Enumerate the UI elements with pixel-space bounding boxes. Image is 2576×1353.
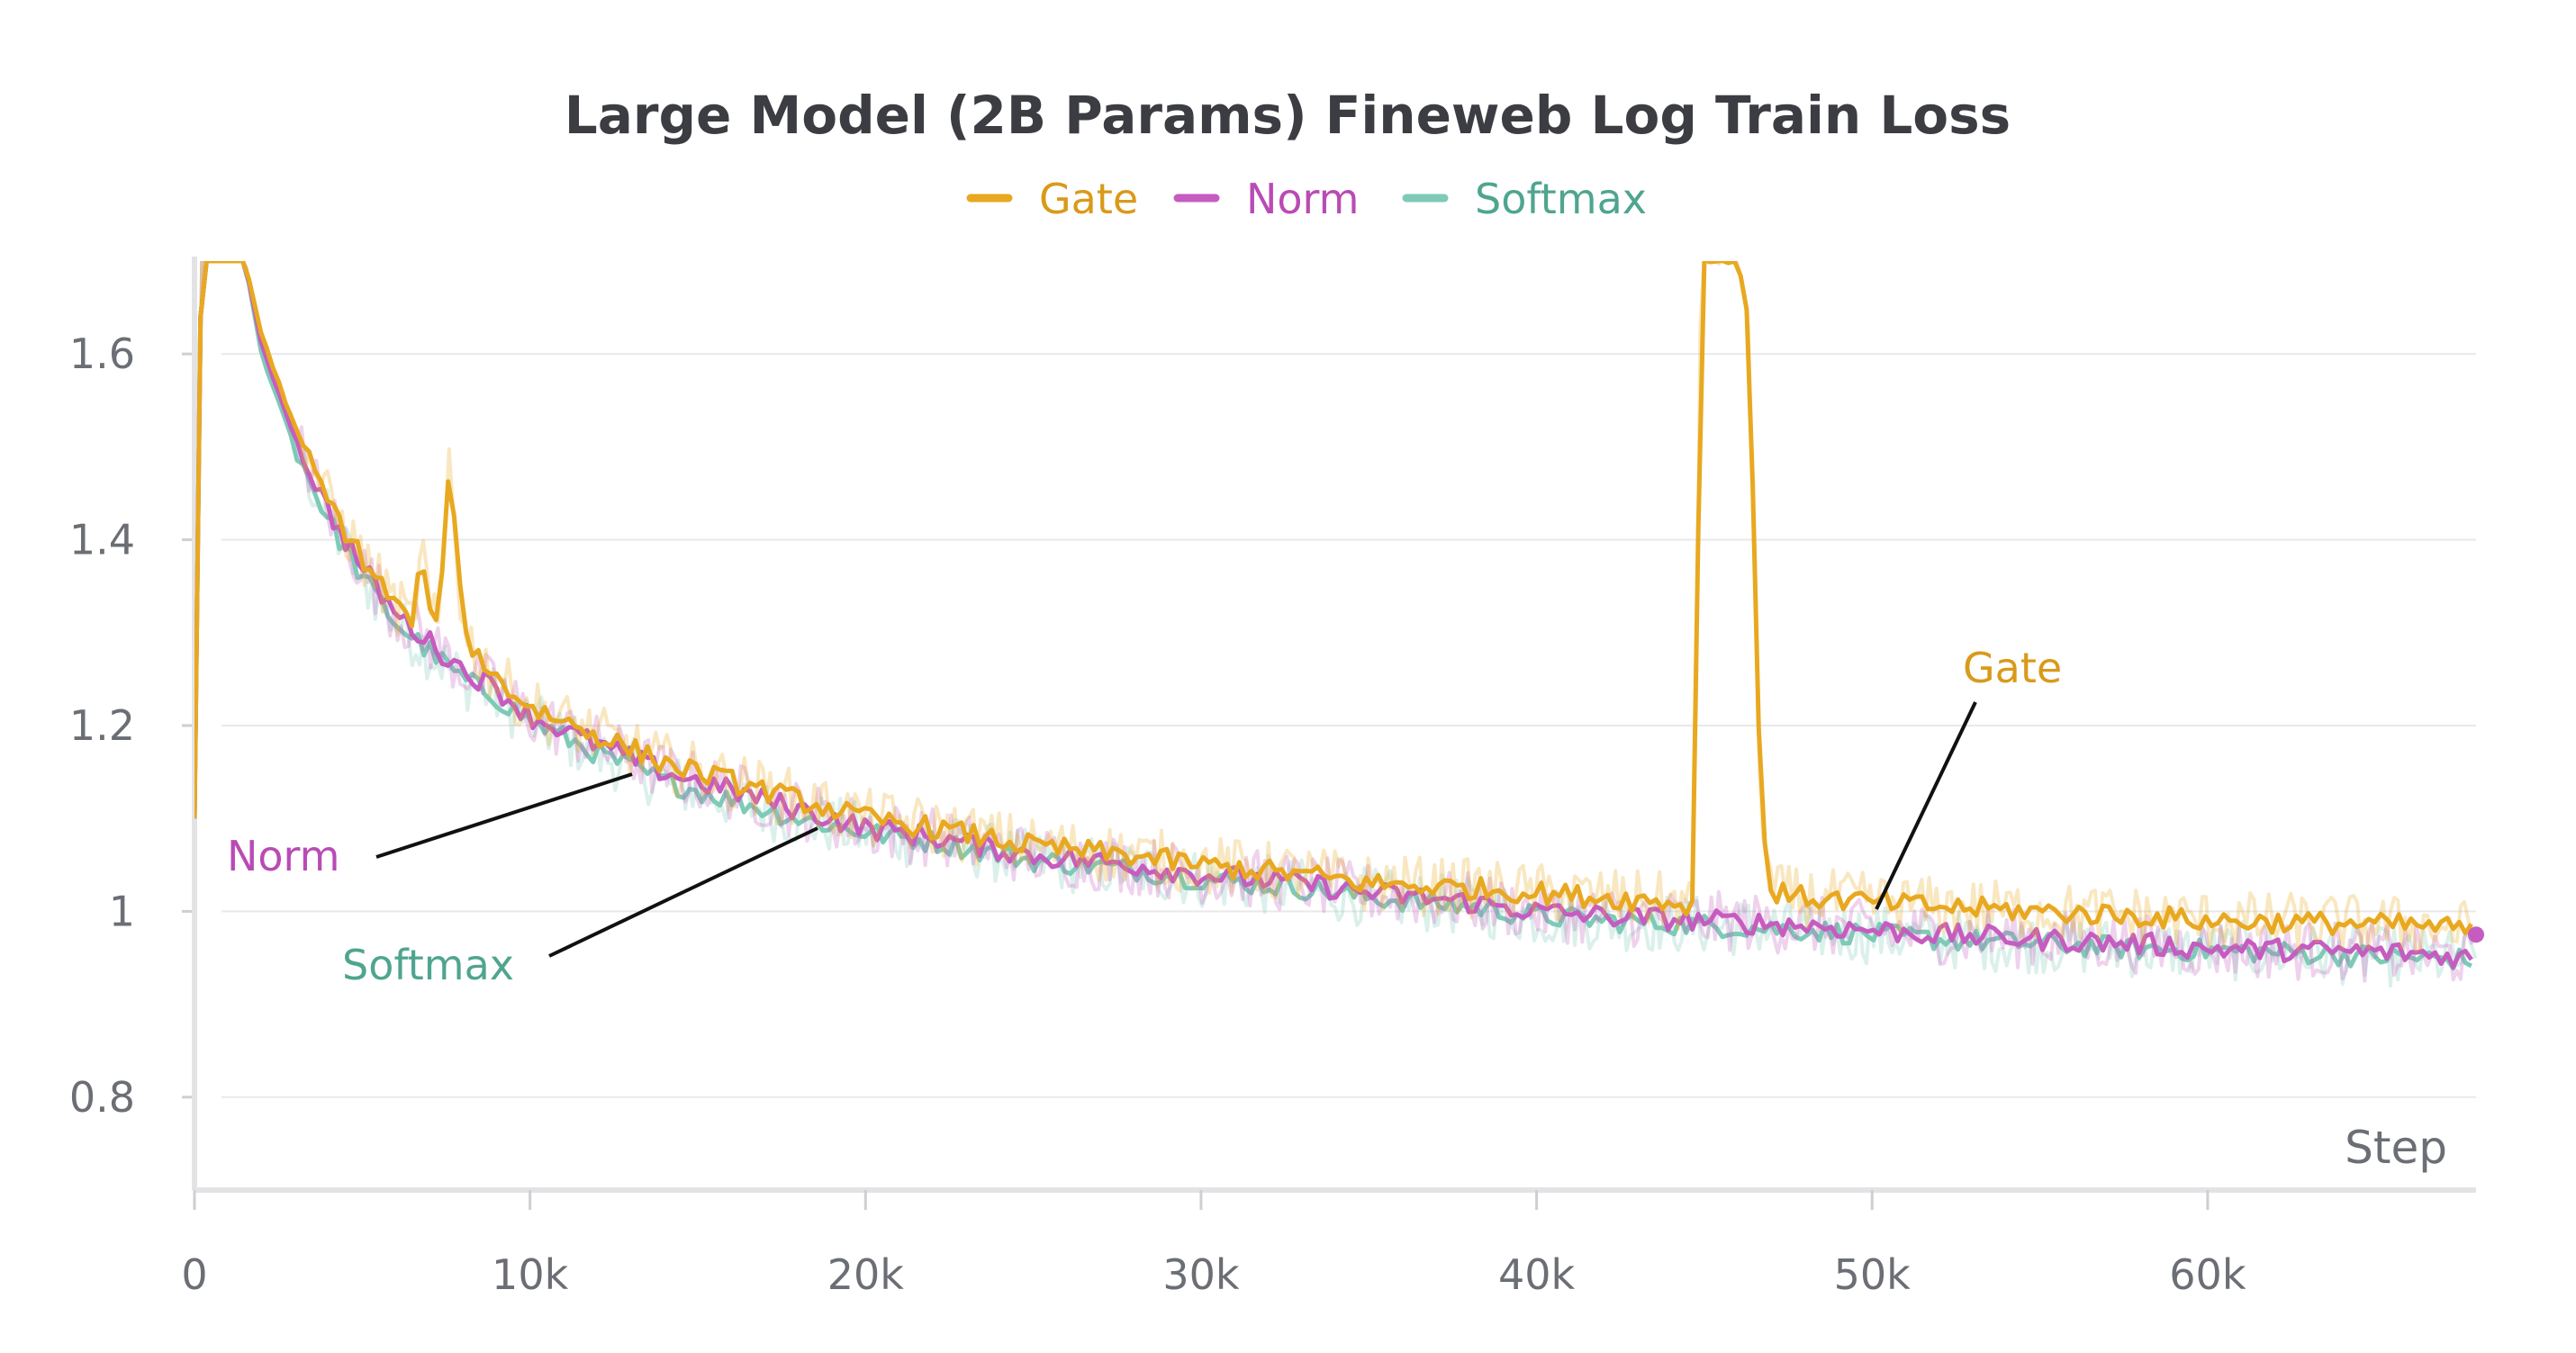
annotations: Norm Softmax Gate (227, 644, 2062, 989)
axes: 0.8 1 1.2 1.4 1.6 0 10k 20k 30k 40k 50k 60k Step (69, 257, 2476, 1299)
x-tick-label: 50k (1834, 1250, 1912, 1299)
legend-label: Softmax (1475, 175, 1647, 223)
legend-label: Norm (1246, 175, 1359, 223)
x-tick-label: 30k (1162, 1250, 1240, 1299)
legend-item-gate[interactable]: Gate (966, 175, 1138, 223)
y-tick-label: 0.8 (69, 1073, 135, 1122)
annotation-label: Norm (227, 832, 339, 880)
legend[interactable]: Gate Norm Softmax (966, 175, 1647, 223)
plot-area (194, 261, 2484, 988)
annotation-pointer (375, 772, 633, 859)
x-axis-title: Step (2345, 1122, 2447, 1174)
y-tick-label: 1 (109, 887, 135, 935)
legend-item-softmax[interactable]: Softmax (1402, 175, 1647, 223)
chart-title: Large Model (2B Params) Fineweb Log Trai… (565, 85, 2011, 146)
annotation-norm: Norm (227, 772, 633, 880)
annotation-label: Gate (1963, 644, 2062, 692)
x-tick-label: 40k (1498, 1250, 1576, 1299)
annotation-softmax: Softmax (342, 826, 818, 989)
y-tick-label: 1.6 (69, 329, 135, 378)
x-tick-label: 0 (181, 1250, 207, 1299)
annotation-pointer (1875, 701, 1977, 910)
series-raw-gate (194, 261, 2476, 953)
annotation-gate: Gate (1875, 644, 2062, 910)
legend-label: Gate (1039, 175, 1138, 223)
x-tick-label: 10k (492, 1250, 569, 1299)
series-line-gate (194, 261, 2473, 936)
annotation-label: Softmax (342, 941, 514, 989)
legend-item-norm[interactable]: Norm (1173, 175, 1359, 223)
x-tick-label: 60k (2169, 1250, 2246, 1299)
y-tick-label: 1.2 (69, 701, 135, 750)
annotation-pointer (548, 826, 818, 958)
grid (221, 353, 2476, 1098)
series-raw-norm (194, 261, 2478, 983)
series-end-marker-norm (2468, 926, 2484, 943)
y-tick-label: 1.4 (69, 516, 135, 564)
x-tick-label: 20k (827, 1250, 905, 1299)
